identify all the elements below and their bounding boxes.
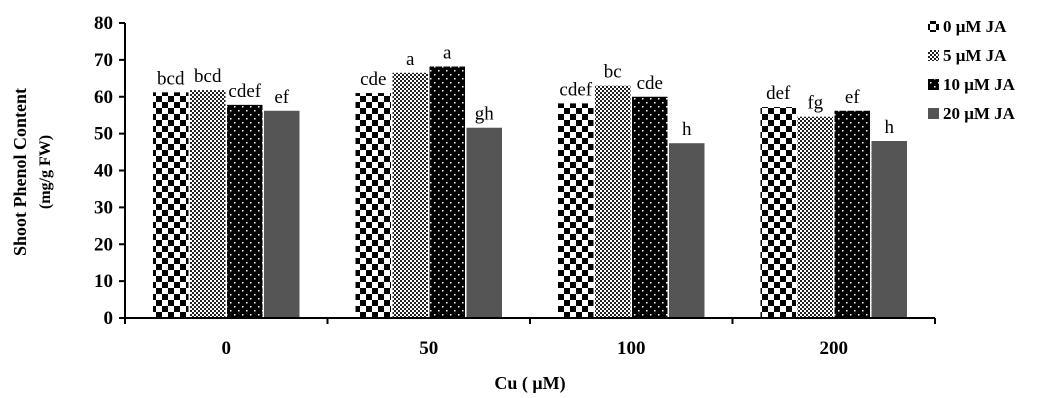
legend-swatch bbox=[928, 50, 939, 61]
legend: 0 μM JA 5 μM JA 10 μM JA 20 μM JA bbox=[928, 17, 1016, 123]
significance-label: cdef bbox=[228, 81, 261, 102]
significance-label: gh bbox=[475, 104, 495, 125]
bar-100-0 bbox=[558, 103, 594, 318]
significance-label: h bbox=[682, 119, 692, 140]
y-tick-label: 10 bbox=[94, 271, 113, 292]
significance-label: fg bbox=[807, 93, 823, 114]
bar-50-2 bbox=[429, 66, 465, 318]
x-axis-title: Cu ( μM) bbox=[494, 373, 565, 394]
y-tick-label: 80 bbox=[94, 13, 113, 34]
significance-label: bcd bbox=[157, 68, 185, 89]
bar-200-2 bbox=[834, 110, 870, 318]
bar-200-0 bbox=[760, 107, 796, 318]
significance-label: cde bbox=[637, 73, 663, 94]
significance-label: cde bbox=[360, 69, 386, 90]
y-tick-label: 60 bbox=[94, 87, 113, 108]
bar-0-0 bbox=[153, 92, 189, 318]
x-tick-label: 100 bbox=[617, 338, 646, 359]
y-axis-title: Shoot Phenol Content bbox=[10, 88, 30, 256]
legend-label: 5 μM JA bbox=[943, 46, 1007, 65]
bar-200-1 bbox=[797, 116, 833, 318]
bar-50-3 bbox=[466, 127, 502, 318]
bar-0-1 bbox=[190, 90, 226, 318]
bar-0-3 bbox=[264, 110, 300, 318]
bar-50-0 bbox=[355, 93, 391, 318]
x-axis-ticks bbox=[124, 318, 936, 324]
y-tick-label: 70 bbox=[94, 50, 113, 71]
legend-swatch bbox=[928, 79, 939, 90]
significance-label: ef bbox=[845, 87, 860, 108]
y-axis-unit: (mg/g FW) bbox=[37, 135, 54, 209]
bar-0-2 bbox=[227, 104, 263, 318]
significance-label: a bbox=[443, 43, 452, 64]
bar-200-3 bbox=[871, 141, 907, 318]
y-tick-label: 20 bbox=[94, 234, 113, 255]
legend-label: 20 μM JA bbox=[943, 104, 1016, 123]
significance-label: bc bbox=[604, 62, 622, 83]
legend-label: 10 μM JA bbox=[943, 75, 1016, 94]
y-tick-label: 30 bbox=[94, 197, 113, 218]
legend-label: 0 μM JA bbox=[943, 17, 1007, 36]
significance-label: cdef bbox=[559, 79, 592, 100]
significance-label: ef bbox=[274, 87, 289, 108]
bar-100-2 bbox=[632, 96, 668, 318]
bar-100-1 bbox=[595, 85, 631, 318]
y-tick-label: 50 bbox=[94, 124, 113, 145]
significance-label: bcd bbox=[194, 66, 222, 87]
bar-50-1 bbox=[392, 72, 428, 318]
y-tick-label: 40 bbox=[94, 161, 113, 182]
significance-label: def bbox=[766, 83, 791, 104]
significance-label: h bbox=[885, 117, 895, 138]
y-tick-label: 0 bbox=[104, 308, 114, 329]
bars-layer bbox=[153, 66, 907, 318]
legend-swatch bbox=[928, 21, 939, 32]
x-tick-label: 50 bbox=[419, 338, 438, 359]
y-axis-ticks: 0 10 20 30 40 50 60 70 80 bbox=[94, 13, 125, 329]
legend-swatch bbox=[928, 108, 939, 119]
bar-100-3 bbox=[669, 143, 705, 318]
x-tick-label: 200 bbox=[820, 338, 849, 359]
x-axis-tick-labels: 0 50 100 200 bbox=[222, 338, 849, 359]
significance-label: a bbox=[406, 49, 415, 70]
x-tick-label: 0 bbox=[222, 338, 232, 359]
